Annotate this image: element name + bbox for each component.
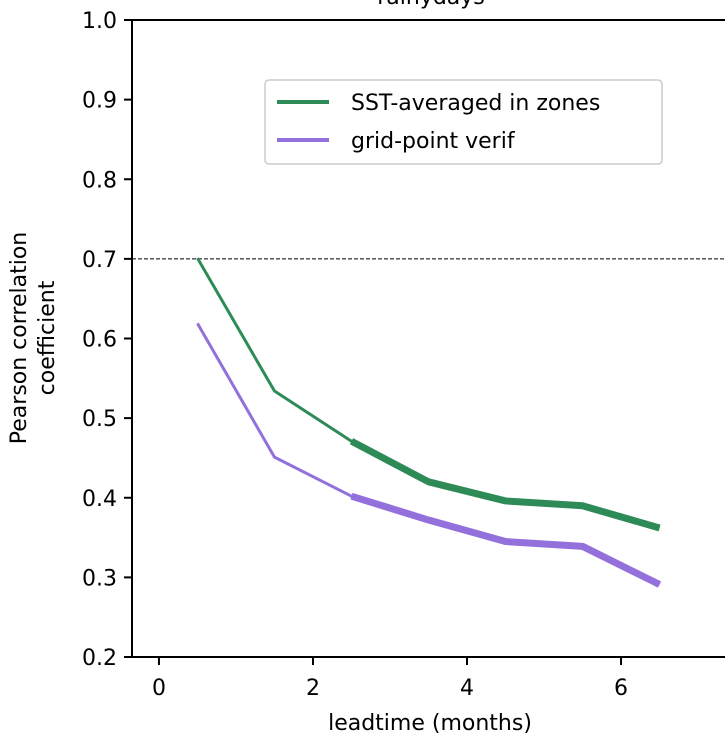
x-tick-label: 0: [152, 676, 166, 701]
y-tick-label: 1.0: [82, 9, 117, 34]
x-tick-label: 6: [614, 676, 628, 701]
series-line-0: [196, 257, 660, 530]
y-tick-label: 0.5: [82, 407, 117, 432]
legend-label-1: grid-point verif: [351, 129, 516, 154]
x-tick-label: 2: [306, 676, 320, 701]
x-tick-label: 4: [460, 676, 474, 701]
series-line-thick-0: [349, 438, 661, 532]
y-tick-label: 0.6: [82, 328, 117, 353]
legend-box: [264, 79, 663, 165]
y-tick-label: 0.4: [82, 487, 117, 512]
series-line-thick-1: [350, 492, 662, 588]
series-line-1: [196, 322, 661, 586]
y-tick-label: 0.2: [82, 646, 117, 671]
chart-title: rainydays: [377, 0, 485, 10]
y-tick-label: 0.7: [82, 248, 117, 273]
y-tick-label: 0.9: [82, 89, 117, 114]
y-tick-label: 0.3: [82, 566, 117, 591]
x-axis-label: leadtime (months): [328, 711, 532, 736]
y-axis-label-line-1: Pearson correlation: [7, 232, 32, 444]
y-tick-label: 0.8: [82, 168, 117, 193]
legend-label-0: SST-averaged in zones: [351, 91, 600, 116]
y-axis-label-line-2: coefficient: [35, 280, 60, 395]
